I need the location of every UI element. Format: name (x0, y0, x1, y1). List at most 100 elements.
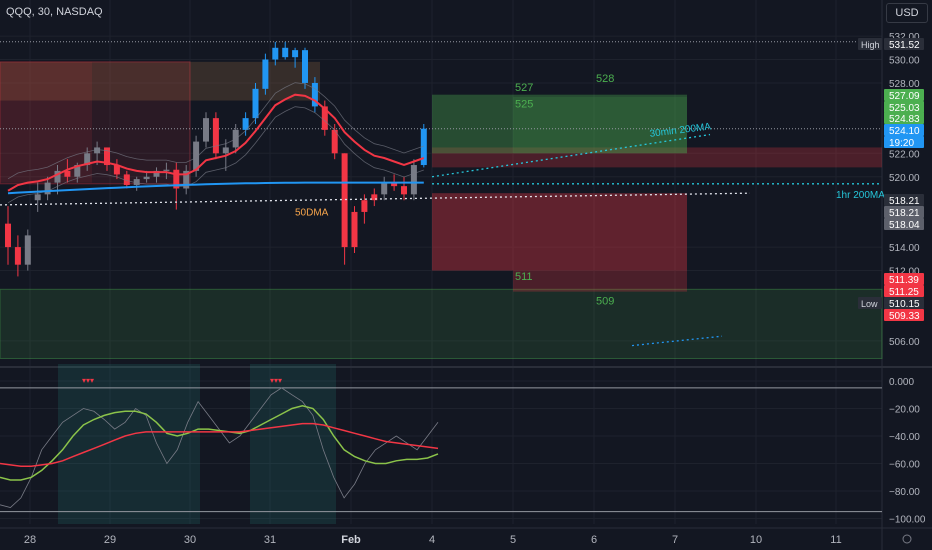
target-label: 509 (596, 296, 614, 308)
candle-body (341, 153, 348, 248)
target-label: 525 (515, 99, 533, 111)
price-label: 509.33 (884, 309, 924, 322)
price-label-text: 510.15 (889, 299, 920, 310)
candle-body (311, 82, 318, 107)
candle-body (34, 194, 41, 201)
candle-body (302, 50, 308, 83)
candle-body (222, 147, 229, 154)
price-label-text: 527.09 (889, 91, 920, 102)
price-label-text: 525.03 (889, 103, 920, 114)
price-label-text: 518.04 (889, 220, 920, 231)
grid-lines (0, 0, 882, 524)
oscillator-tick-label: −60.00 (889, 460, 920, 471)
target-label: 511 (515, 271, 533, 283)
price-label-text: 19:20 (889, 138, 914, 149)
time-tick-label: 4 (429, 534, 435, 546)
price-tick-label: 532.00 (889, 32, 920, 43)
candle-body (14, 247, 21, 265)
candle-body (252, 88, 259, 119)
candle-body (282, 47, 289, 58)
candle-body (401, 186, 407, 195)
price-label-text: 511.25 (889, 287, 919, 298)
price-label-text: 511.39 (889, 275, 919, 286)
price-label: 527.09 (884, 89, 924, 102)
long-target-box-ext (513, 97, 687, 154)
settings-icon (902, 534, 912, 544)
price-tick-label: 514.00 (889, 243, 920, 254)
time-tick-label: 29 (104, 534, 116, 546)
oscillator-tick-label: −40.00 (889, 432, 920, 443)
price-label: 524.83 (884, 112, 924, 125)
oscillator-series-line (0, 422, 439, 468)
price-label-text: 531.52 (889, 40, 920, 51)
candle-body (183, 170, 190, 189)
price-label-bg (884, 309, 924, 321)
candle-body (331, 129, 338, 154)
currency-button[interactable]: USD (886, 3, 928, 23)
candle-body (84, 153, 91, 166)
candle-body (203, 118, 209, 142)
time-tick-label: 5 (510, 534, 516, 546)
price-tick-label: 528.00 (889, 79, 920, 90)
price-label-bg (884, 297, 924, 309)
signal-marker: ▾▾▾ (270, 376, 282, 385)
price-label: 525.03 (884, 101, 924, 114)
candle-body (212, 118, 219, 154)
candle-body (292, 50, 299, 58)
price-label-bg (884, 136, 924, 148)
price-label: 510.15 Low (858, 297, 924, 310)
price-label-text: 524.83 (889, 114, 920, 125)
ema-line (7, 93, 425, 192)
candle-body (24, 235, 31, 265)
price-label-text: 518.21 (889, 208, 920, 219)
candle-body (173, 169, 180, 189)
oscillator-tick-label: −80.00 (889, 487, 920, 498)
candle-body (5, 223, 11, 248)
price-label-bg (884, 101, 924, 113)
oscillator-tick-label: −20.00 (889, 405, 920, 416)
target-label: 528 (596, 73, 614, 85)
price-label-bg (884, 273, 924, 285)
time-tick-label: 30 (184, 534, 196, 546)
price-label: 531.52 High (858, 38, 924, 51)
price-label-bg (884, 206, 924, 218)
candle-body (351, 211, 358, 248)
price-label-text: 524.10 (889, 126, 920, 137)
price-label-tag-bg (858, 38, 882, 50)
time-tick-label: 28 (24, 534, 36, 546)
price-label: 518.04 (884, 218, 924, 231)
ma30min200-line (431, 133, 711, 178)
stop-box-ext (513, 270, 687, 292)
price-label: 511.25 (884, 285, 924, 298)
candle-body (321, 106, 328, 130)
candle-body (153, 170, 160, 177)
candle-body (410, 165, 417, 195)
oscillator-series-line (0, 387, 439, 508)
candle-body (133, 179, 140, 185)
long-target-box (432, 94, 687, 154)
candle-body (44, 182, 51, 195)
ma1hr200-label: 1hr 200MA (836, 190, 885, 201)
price-label-text: 509.33 (889, 311, 920, 322)
candle-body (262, 59, 269, 89)
time-tick-label: Feb (341, 534, 361, 546)
projection-line (631, 335, 723, 347)
price-label-bg (884, 124, 924, 136)
price-label: 511.39 (884, 273, 924, 286)
ma50-line (0, 192, 751, 206)
price-label: 518.21 (884, 194, 924, 207)
oscillator-tick-label: 0.000 (889, 377, 914, 388)
symbol-title: QQQ, 30, NASDAQ (6, 6, 103, 18)
time-tick-label: 10 (750, 534, 762, 546)
candle-body (361, 200, 368, 212)
ma50-label: 50DMA (295, 207, 329, 218)
candle-body (54, 170, 61, 183)
price-tick-label: 506.00 (889, 337, 920, 348)
price-tick-label: 520.00 (889, 173, 920, 184)
candle-body (193, 141, 200, 171)
band-lower (7, 106, 424, 204)
candle-body (420, 128, 427, 166)
price-label-bg (884, 112, 924, 124)
price-label-bg (884, 285, 924, 297)
